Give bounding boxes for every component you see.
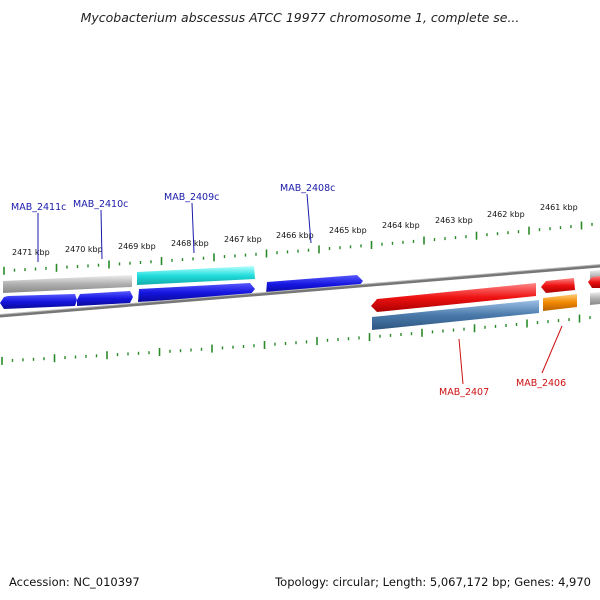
leader-line-mab-2406 bbox=[541, 325, 563, 374]
tick-label-2466: 2466 kbp bbox=[276, 231, 314, 240]
tick-label-2463: 2463 kbp bbox=[435, 216, 473, 225]
tick-label-2470: 2470 kbp bbox=[65, 245, 103, 254]
tick-label-2471: 2471 kbp bbox=[12, 248, 50, 257]
leader-line-mab-2407 bbox=[458, 338, 464, 385]
gene-mab-2409c[interactable] bbox=[138, 283, 255, 302]
tick-labels: 2471 kbp 2470 kbp 2469 kbp 2468 kbp 2467… bbox=[12, 203, 578, 257]
tick-label-2461: 2461 kbp bbox=[540, 203, 578, 212]
gene-label-mab-2409c[interactable]: MAB_2409c bbox=[164, 192, 219, 203]
tick-label-2469: 2469 kbp bbox=[118, 242, 156, 251]
genome-backbone-highlight bbox=[0, 264, 600, 315]
lower-tick-ruler bbox=[1, 314, 591, 365]
gene-mab-2406-orange[interactable] bbox=[543, 294, 577, 311]
gene-grey-upper-left[interactable] bbox=[3, 275, 132, 293]
gene-label-mab-2410c[interactable]: MAB_2410c bbox=[73, 199, 128, 210]
gene-label-mab-2406[interactable]: MAB_2406 bbox=[516, 378, 566, 389]
upper-tick-ruler bbox=[3, 221, 593, 275]
tick-label-2467: 2467 kbp bbox=[224, 235, 262, 244]
tick-label-2468: 2468 kbp bbox=[171, 239, 209, 248]
tick-label-2465: 2465 kbp bbox=[329, 226, 367, 235]
tick-label-2464: 2464 kbp bbox=[382, 221, 420, 230]
leader-line-mab-2410c bbox=[100, 209, 103, 260]
genome-summary-text: Topology: circular; Length: 5,067,172 bp… bbox=[274, 575, 591, 589]
leader-line-mab-2409c bbox=[191, 202, 195, 254]
gene-label-mab-2408c[interactable]: MAB_2408c bbox=[280, 183, 335, 194]
gene-red-right-edge[interactable] bbox=[588, 276, 600, 288]
gene-label-mab-2411c[interactable]: MAB_2411c bbox=[11, 202, 66, 213]
gene-label-mab-2407[interactable]: MAB_2407 bbox=[439, 387, 489, 398]
map-title: Mycobacterium abscessus ATCC 19977 chrom… bbox=[81, 10, 520, 25]
leader-line-mab-2408c bbox=[306, 193, 312, 244]
plus-strand-labels: MAB_2407 MAB_2406 bbox=[439, 325, 566, 398]
tick-label-2462: 2462 kbp bbox=[487, 210, 525, 219]
gene-mab-2407-red[interactable] bbox=[371, 283, 536, 312]
gene-mab-2407-steelblue[interactable] bbox=[372, 300, 539, 330]
gene-mab-2410c[interactable] bbox=[77, 291, 133, 306]
gene-mab-2408c[interactable] bbox=[266, 275, 363, 294]
gene-mab-2411c[interactable] bbox=[0, 294, 77, 309]
gene-mab-2409c-cyan[interactable] bbox=[137, 266, 255, 285]
accession-text: Accession: NC_010397 bbox=[9, 575, 140, 589]
gene-mab-2406-red[interactable] bbox=[541, 278, 575, 293]
genome-backbone bbox=[0, 264, 600, 318]
minus-strand-labels: MAB_2411c MAB_2410c MAB_2409c MAB_2408c bbox=[11, 183, 335, 262]
gene-grey-lower-right[interactable] bbox=[590, 292, 600, 305]
